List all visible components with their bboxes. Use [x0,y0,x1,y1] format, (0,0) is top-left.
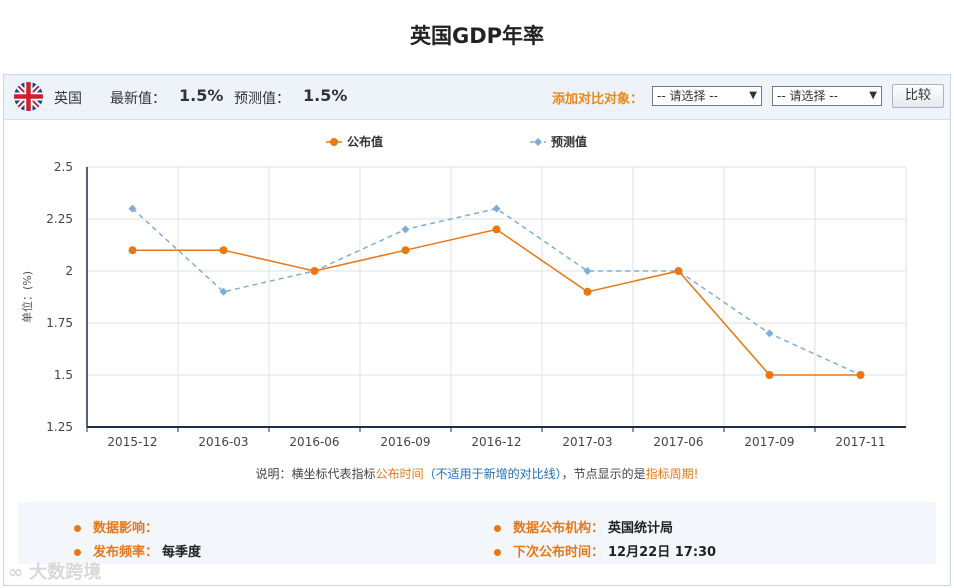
country-name: 英国 [54,91,82,107]
header-bar: 英国 最新值： 1.5% 预测值： 1.5% 添加对比对象： -- 请选择 --… [4,75,950,120]
actual-point [856,371,865,379]
series-line-0 [132,228,861,376]
forecast-value: 1.5% [303,86,348,105]
forecast-label: 预测值： [234,91,290,107]
impact-label: 数据影响： [93,521,159,536]
y-tick-label: 2 [65,264,73,278]
info-next-release: 下次公布时间： 12月22日 17:30 [494,541,716,560]
legend-label: 公布值 [347,134,383,149]
y-tick-label: 2.5 [54,160,73,174]
gdp-line-chart: 公布值 预测值 2.5 2.25 2 1.75 1.5 1.25 2015-12 2016-03… [20,134,907,449]
actual-point [401,246,410,255]
actual-point [128,246,137,255]
series-line-1 [131,207,861,376]
forecast-point [128,204,137,213]
x-tick-label: 2017-11 [835,435,885,449]
forecast-point [492,204,501,213]
compare-select-1-value: -- 请选择 -- [657,89,718,103]
y-axis-label: 单位：(%) [20,271,34,323]
x-tick-label: 2017-06 [653,435,703,449]
page-title: 英国GDP年率 [409,24,545,48]
frequency-label: 发布频率： [93,545,159,560]
compare-select-2-value: -- 请选择 -- [777,89,838,103]
bullet-dot-icon [74,549,81,556]
compare-select-1[interactable]: -- 请选择 -- ▼ [652,86,762,106]
actual-point [492,225,501,234]
legend-marker [534,138,542,146]
next-release-label: 下次公布时间： [513,545,605,560]
x-tick-label: 2016-03 [198,435,248,449]
forecast-point [583,267,592,275]
x-tick-label: 2016-12 [471,435,521,449]
info-agency: 数据公布机构： 英国统计局 [494,517,673,536]
legend-marker [330,138,338,146]
next-release-value: 12月22日 17:30 [608,545,717,560]
watermark-text: 大数跨境 [29,562,102,583]
note-mid: ，节点显示的是 [561,467,646,481]
y-tick-label: 1.5 [54,368,73,382]
y-tick-label: 1.75 [46,316,73,330]
x-tick-label: 2015-12 [107,435,157,449]
info-box: 数据影响： 发布频率： 每季度 数据公布机构： 英国统计局 下次公布时间： 12月22… [18,502,936,564]
bullet-dot-icon [494,549,501,556]
watermark-glyph-icon: ∞ [8,562,30,583]
uk-flag-icon [14,82,43,111]
note-prefix: 说明：横坐标代表指标 [255,467,376,481]
compare-select-2[interactable]: -- 请选择 -- ▼ [772,86,882,106]
bullet-dot-icon [74,525,81,532]
forecast-point [219,287,228,296]
watermark-logo: ∞ 大数跨境 [8,558,101,584]
chart-series [128,204,865,379]
agency-value: 英国统计局 [608,521,674,536]
forecast-point [401,225,410,234]
x-tick-label: 2016-06 [289,435,339,449]
note-end: ! [693,467,699,481]
actual-point [583,287,592,296]
compare-button[interactable]: 比较 [892,84,944,108]
y-tick-label: 2.25 [46,212,73,226]
info-frequency: 发布频率： 每季度 [74,541,201,560]
agency-label: 数据公布机构： [513,521,605,536]
forecast-point [765,329,774,338]
actual-point [219,246,228,255]
legend-label: 预测值 [551,134,587,149]
y-tick-label: 1.25 [46,420,73,434]
actual-point [674,267,683,275]
chart-legend: 公布值 预测值 [326,134,587,149]
note-time: 公布时间 [375,467,424,481]
chart-note: 说明：横坐标代表指标公布时间（不适用于新增的对比线），节点显示的是指标周期! [4,465,950,482]
frequency-value: 每季度 [162,545,202,560]
actual-point [310,267,319,275]
note-paren: （不适用于新增的对比线） [423,467,562,481]
x-tick-label: 2016-09 [380,435,430,449]
compare-label: 添加对比对象： [552,92,644,107]
bullet-dot-icon [494,525,501,532]
x-tick-label: 2017-09 [744,435,794,449]
note-period: 指标周期 [645,467,694,481]
actual-point [765,371,774,379]
gdp-panel: 英国 最新值： 1.5% 预测值： 1.5% 添加对比对象： -- 请选择 --… [3,74,951,586]
x-tick-label: 2017-03 [562,435,612,449]
latest-value: 1.5% [179,86,224,105]
chevron-down-icon: ▼ [869,90,877,101]
latest-label: 最新值： [110,91,166,107]
chart-axes: 2.5 2.25 2 1.75 1.5 1.25 2015-12 2016-03 2016-06… [46,160,906,449]
info-impact: 数据影响： [74,517,162,536]
chevron-down-icon: ▼ [749,90,757,101]
